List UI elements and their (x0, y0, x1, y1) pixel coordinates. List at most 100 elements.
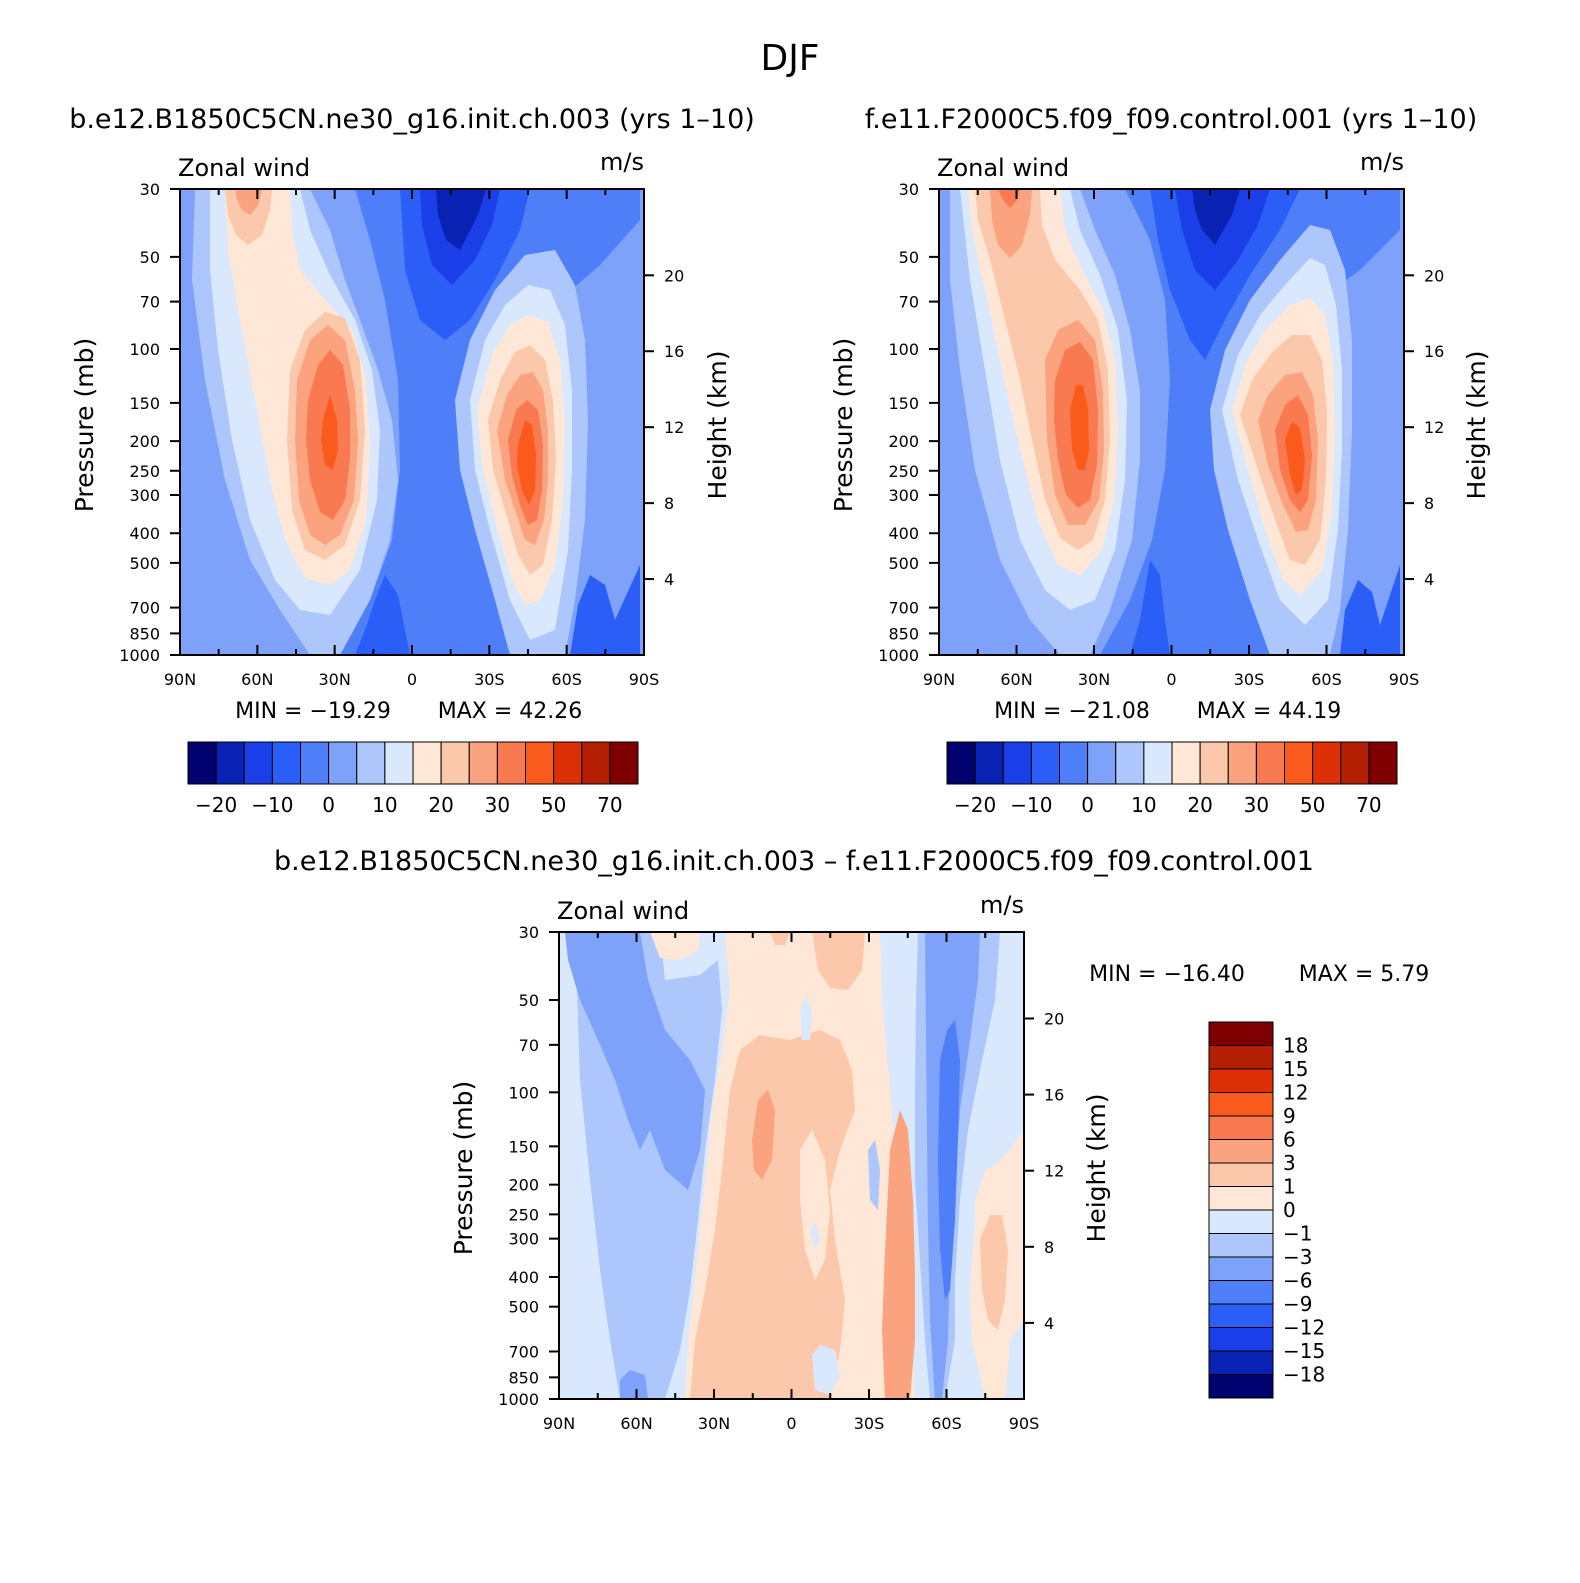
colorbar-tick-label: −15 (1283, 1339, 1325, 1363)
panel-2-title: f.e11.F2000C5.f09_f09.control.001 (yrs 1… (865, 104, 1477, 135)
y-tick-label: 500 (888, 554, 919, 573)
x-tick-label: 30S (1234, 670, 1265, 689)
colorbar-box (1208, 1186, 1274, 1211)
x-tick-label: 90S (629, 670, 660, 689)
height-tick-label: 20 (1044, 1009, 1064, 1028)
y-tick-label: 300 (129, 486, 160, 505)
colorbar-tick-label: 1 (1283, 1175, 1296, 1199)
colorbar-tick-label: 3 (1283, 1151, 1296, 1175)
height-tick-label: 8 (1044, 1238, 1054, 1257)
y-tick-label: 850 (129, 624, 160, 643)
colorbar-box (1208, 1139, 1274, 1164)
colorbar-box (1208, 1092, 1274, 1117)
y-tick-label: 200 (508, 1176, 539, 1195)
contour-band-easterly-center (436, 189, 486, 250)
y-tick-label: 300 (508, 1230, 539, 1249)
colorbar-box (974, 741, 1004, 785)
y-tick-labels: 30 50 70 100 150 200 250 300 400 500 700 850 1000 (878, 180, 919, 665)
x-tick-labels: 90N 60N 30N 0 30S 60S 90S (923, 670, 1419, 689)
panel-1-axes: 90N 60N 30N 0 30S 60S 90S 30507010015020025030… (70, 148, 732, 724)
x-tick-label: 60N (241, 670, 273, 689)
panel-3-title: b.e12.B1850C5CN.ne30_g16.init.ch.003 – f… (274, 846, 1314, 877)
jet-strat-north-band-25 (235, 189, 262, 215)
height-tick-label: 20 (1424, 266, 1444, 285)
contour-band-equatorial-easterlies (1100, 189, 1400, 655)
colorbar-box (1115, 741, 1145, 785)
y-tick-label: 100 (888, 340, 919, 359)
colorbar-box (1208, 1350, 1274, 1375)
y-tick-label: 250 (888, 462, 919, 481)
colorbar-box (553, 741, 583, 785)
y-tick-label: 30 (140, 180, 160, 199)
y-tick-label: 100 (129, 340, 160, 359)
colorbar-box (946, 741, 976, 785)
colorbar-box (1208, 1327, 1274, 1352)
colorbar-tick-label: −9 (1283, 1292, 1312, 1316)
y-tick-label: 50 (140, 248, 160, 267)
diff-small-blue-1 (800, 995, 812, 1040)
colorbar-box (1208, 1162, 1274, 1187)
diff-upper-band-1b (770, 932, 790, 945)
colorbar-box (1208, 1068, 1274, 1093)
colorbar-box (1208, 1256, 1274, 1281)
y-tick-label: 100 (508, 1083, 539, 1102)
y-tick-label: 1000 (878, 646, 919, 665)
y-tick-label: 700 (129, 599, 160, 618)
x-tick-label: 30N (698, 1414, 730, 1433)
contour-low-level-easterlies-2 (570, 565, 640, 655)
colorbar-box (1208, 1303, 1274, 1328)
colorbar-box (187, 741, 217, 785)
y-axis-right-label: Height (km) (1462, 351, 1491, 500)
y-tick-label: 70 (519, 1036, 539, 1055)
diff-west-band-m3-lower (620, 1370, 648, 1399)
height-tick-label: 20 (664, 266, 684, 285)
x-tick-label: 60N (1000, 670, 1032, 689)
colorbar-box (328, 741, 358, 785)
x-tick-label: 90N (164, 670, 196, 689)
colorbar-tick-label: 18 (1283, 1034, 1308, 1058)
colorbar-box (1312, 741, 1342, 785)
diff-subtropics-south-band-3 (882, 1110, 915, 1399)
diff-south-edge (1005, 1320, 1024, 1399)
y-tick-label: 1000 (119, 646, 160, 665)
height-tick-label: 4 (664, 570, 674, 589)
height-tick-labels: 20 16 12 8 4 (1424, 266, 1444, 589)
colorbar-box (1171, 741, 1201, 785)
y-tick-label: 150 (508, 1137, 539, 1156)
min-label: MIN = −21.08 (994, 699, 1150, 724)
jet-north-band-40 (1070, 385, 1089, 470)
colorbar-box (1002, 741, 1032, 785)
colorbar-tick-label: 10 (1131, 793, 1156, 817)
colorbar-tick-label: −10 (251, 793, 293, 817)
y-tick-label: 700 (888, 599, 919, 618)
diff-small-blue-2 (812, 1345, 840, 1395)
x-tick-label: 30N (1078, 670, 1110, 689)
y-axis-label: Pressure (mb) (70, 338, 99, 512)
colorbar-box (1227, 741, 1257, 785)
height-tick-label: 4 (1044, 1314, 1054, 1333)
jet-south-band-40 (517, 420, 536, 505)
height-tick-labels: 20 16 12 8 4 (1044, 1009, 1064, 1332)
units-label: m/s (600, 148, 644, 176)
contour-low-level-easterlies (1130, 560, 1170, 655)
y-tick-label: 250 (129, 462, 160, 481)
diff-small-blue-4 (810, 1222, 820, 1250)
y-tick-label: 70 (899, 293, 919, 312)
colorbar-tick-label: 20 (428, 793, 453, 817)
diff-polar-east-band (559, 1150, 575, 1399)
colorbar-box (1368, 741, 1398, 785)
colorbar-box (412, 741, 442, 785)
colorbar-tick-label: 30 (485, 793, 510, 817)
colorbar-box (1255, 741, 1285, 785)
y-tick-label: 1000 (498, 1390, 539, 1409)
variable-label: Zonal wind (937, 154, 1069, 182)
diff-west-band-m3 (565, 932, 705, 1190)
colorbar-box (1208, 1021, 1274, 1046)
y-tick-labels: 30 50 70 100 150 200 250 300 400 500 700 850 1000 (119, 180, 160, 665)
diff-south-polar-band-3 (980, 1215, 1008, 1330)
y-tick-label: 500 (508, 1298, 539, 1317)
y-tick-label: 700 (508, 1342, 539, 1361)
colorbar-tick-label: 0 (1283, 1198, 1296, 1222)
colorbar-box (609, 741, 639, 785)
x-tick-label: 90N (543, 1414, 575, 1433)
